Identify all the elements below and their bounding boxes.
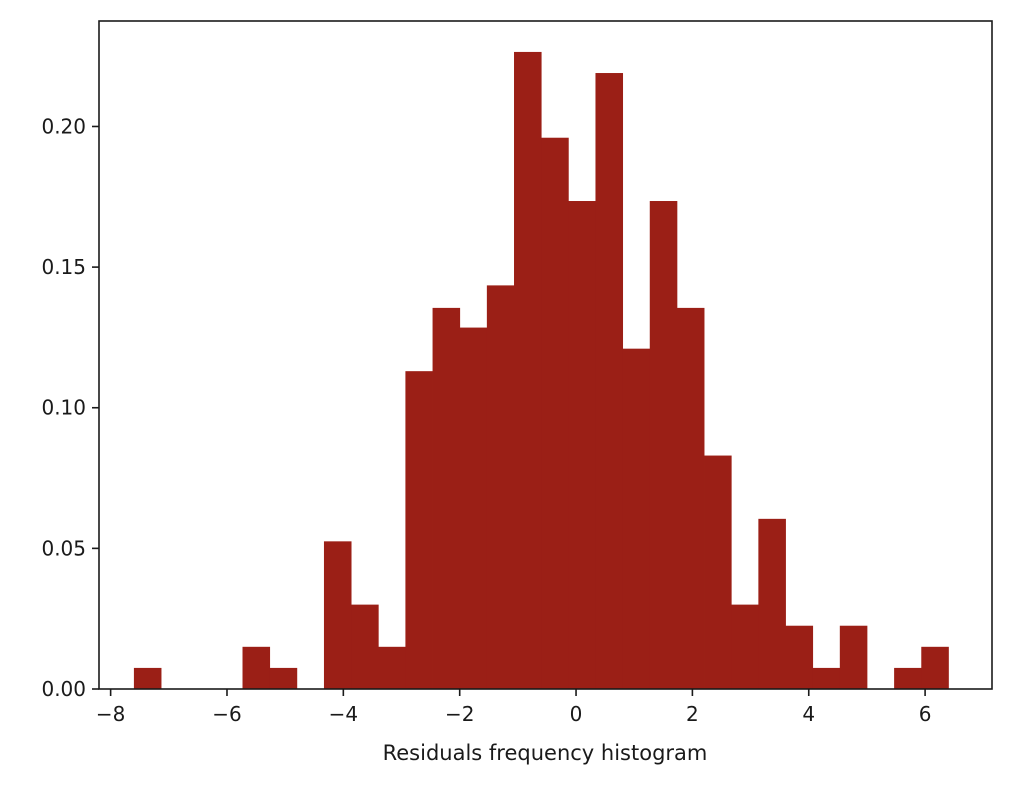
histogram-bar [486,285,515,689]
histogram-bar [622,348,651,689]
histogram-bar [894,667,922,689]
x-tick-label: −8 [96,702,125,726]
histogram-bar [269,667,298,689]
histogram-bar [921,646,949,689]
histogram-bar [839,625,868,689]
histogram-bar [432,307,461,689]
histogram-bar [541,137,569,690]
histogram-bar [785,625,814,689]
histogram-bar [731,604,759,689]
histogram-bar [812,667,841,689]
x-tick-label: −6 [212,702,241,726]
y-tick-label: 0.00 [41,677,86,701]
x-axis-ticks: −8 −6 −4 −2 0 2 4 6 [96,689,932,726]
x-tick-label: 4 [802,702,815,726]
histogram-bar [242,646,271,689]
y-tick-label: 0.15 [41,255,86,279]
y-axis-ticks: 0.00 0.05 0.10 0.15 0.20 [41,114,99,701]
x-tick-label: 6 [919,702,932,726]
y-tick-label: 0.10 [41,396,86,420]
histogram-bar [133,667,162,689]
histogram-bar [378,646,406,689]
y-tick-label: 0.05 [41,536,86,560]
plot-frame [98,20,993,690]
y-tick-label: 0.20 [41,114,86,138]
histogram-bar [568,201,596,689]
x-tick-label: 2 [686,702,699,726]
histogram-bar [323,541,352,689]
histogram-bar [351,604,379,689]
x-tick-label: 0 [570,702,583,726]
histogram-bar [459,327,488,689]
histogram-bar [405,371,433,689]
histogram-bar [676,307,705,689]
histogram-bar [704,455,732,689]
histogram-bar [649,201,678,689]
x-axis-label: Residuals frequency histogram [383,741,708,765]
bars-group [133,51,949,690]
histogram-bar [595,73,624,689]
x-tick-label: −2 [445,702,474,726]
histogram-bar [758,518,786,689]
histogram-bar [514,51,542,689]
x-tick-label: −4 [329,702,358,726]
